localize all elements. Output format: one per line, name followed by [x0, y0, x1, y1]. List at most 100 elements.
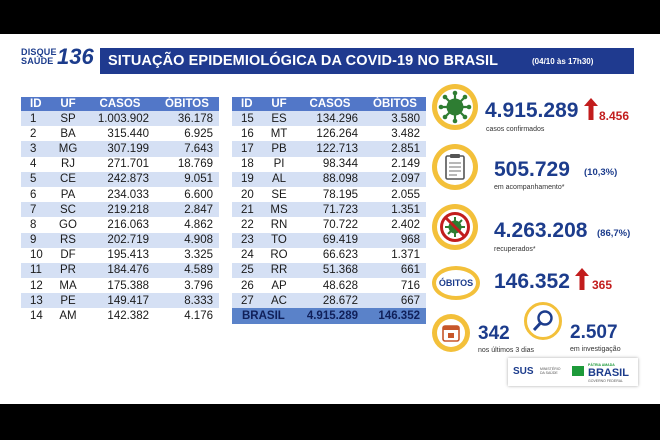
table-row: 4 RJ 271.701 18.769 — [21, 156, 219, 172]
cell-casos: 216.063 — [85, 217, 155, 233]
cell-uf: AL — [262, 171, 296, 187]
cell-id: 13 — [21, 293, 51, 309]
col-casos-header: CASOS — [85, 97, 155, 111]
sus-logo: SUS — [513, 366, 534, 377]
cell-obitos: 4.862 — [155, 217, 219, 233]
cell-uf: SC — [51, 202, 85, 218]
table-row: 6 PA 234.033 6.600 — [21, 186, 219, 203]
cell-obitos: 716 — [364, 278, 426, 294]
page-title: SITUAÇÃO EPIDEMIOLÓGICA DA COVID-19 NO B… — [108, 53, 499, 69]
table-row: 22 RN 70.722 2.402 — [232, 217, 426, 233]
investigation-value: 2.507 — [570, 322, 618, 343]
confirmed-value: 4.915.289 — [485, 99, 579, 122]
states-table-left: ID UF CASOS ÓBITOS 1 SP 1.003.902 36.178 2 BA… — [21, 97, 219, 324]
cell-obitos: 667 — [364, 293, 426, 309]
cell-casos: 88.098 — [296, 171, 364, 187]
cell-obitos: 2.055 — [364, 186, 426, 203]
cell-id: 11 — [21, 262, 51, 279]
recovered-value: 4.263.208 — [494, 219, 588, 242]
cell-casos: 219.218 — [85, 202, 155, 218]
table-row: 18 PI 98.344 2.149 — [232, 156, 426, 172]
cell-id: 18 — [232, 156, 262, 172]
cell-casos: 126.264 — [296, 126, 364, 142]
cell-id: 20 — [232, 186, 262, 203]
cell-obitos: 3.580 — [364, 111, 426, 127]
monitoring-label: em acompanhamento* — [494, 184, 565, 191]
cell-id: 26 — [232, 278, 262, 294]
table-row: 5 CE 242.873 9.051 — [21, 171, 219, 187]
cell-uf: MS — [262, 202, 296, 218]
cell-casos: 66.623 — [296, 247, 364, 263]
cell-obitos: 2.851 — [364, 141, 426, 157]
cell-uf: PI — [262, 156, 296, 172]
recovered-label: recuperados* — [494, 246, 536, 253]
table-row: 26 AP 48.628 716 — [232, 278, 426, 294]
total-label: BRASIL — [232, 308, 296, 324]
report-date: (04/10 às 17h30) — [532, 57, 594, 66]
cell-uf: PB — [262, 141, 296, 157]
cell-id: 1 — [21, 111, 51, 127]
calendar-icon — [432, 314, 470, 352]
cell-uf: ES — [262, 111, 296, 127]
deaths-value: 146.352 — [494, 270, 570, 293]
governo-federal-text: GOVERNO FEDERAL — [588, 379, 624, 383]
cell-id: 19 — [232, 171, 262, 187]
cell-id: 8 — [21, 217, 51, 233]
cell-obitos: 18.769 — [155, 156, 219, 172]
cell-uf: RR — [262, 262, 296, 279]
confirmed-label: casos confirmados — [486, 126, 545, 133]
table-row: 23 TO 69.419 968 — [232, 232, 426, 248]
table-row: 7 SC 219.218 2.847 — [21, 202, 219, 218]
obitos-badge: ÓBITOS — [432, 266, 480, 300]
cell-id: 24 — [232, 247, 262, 263]
table-row: 8 GO 216.063 4.862 — [21, 217, 219, 233]
table-row: 15 ES 134.296 3.580 — [232, 111, 426, 127]
cell-obitos: 2.149 — [364, 156, 426, 172]
states-table-right: ID UF CASOS ÓBITOS 15 ES 134.296 3.580 16 MT 1… — [232, 97, 426, 324]
cell-obitos: 1.351 — [364, 202, 426, 218]
cell-id: 16 — [232, 126, 262, 142]
cell-casos: 307.199 — [85, 141, 155, 157]
cell-uf: AC — [262, 293, 296, 309]
disque-saude-logo: DISQUE SAÚDE 136 — [21, 46, 97, 68]
cell-casos: 48.628 — [296, 278, 364, 294]
cell-casos: 51.368 — [296, 262, 364, 279]
confirmed-delta: 8.456 — [599, 109, 630, 123]
cell-uf: MT — [262, 126, 296, 142]
total-obitos: 146.352 — [364, 308, 426, 324]
cell-uf: RO — [262, 247, 296, 263]
cell-uf: PA — [51, 186, 85, 203]
cell-uf: DF — [51, 247, 85, 263]
cell-id: 3 — [21, 141, 51, 157]
total-row: BRASIL 4.915.289 146.352 — [232, 308, 426, 324]
flag-icon — [572, 366, 584, 376]
cell-id: 17 — [232, 141, 262, 157]
cell-casos: 98.344 — [296, 156, 364, 172]
cell-id: 23 — [232, 232, 262, 248]
cell-id: 25 — [232, 262, 262, 279]
cell-id: 4 — [21, 156, 51, 172]
arrow-up-icon — [584, 98, 598, 120]
arrow-up-icon — [575, 268, 589, 290]
cell-obitos: 9.051 — [155, 171, 219, 187]
recent-label: nos últimos 3 dias — [478, 347, 535, 354]
table-row: 10 DF 195.413 3.325 — [21, 247, 219, 263]
cell-uf: CE — [51, 171, 85, 187]
cell-uf: MA — [51, 278, 85, 294]
cell-obitos: 3.796 — [155, 278, 219, 294]
cell-obitos: 4.589 — [155, 262, 219, 279]
cell-casos: 202.719 — [85, 232, 155, 248]
clipboard-icon — [432, 144, 478, 190]
ministry-logo: MINISTÉRIO DA SAÚDE — [540, 367, 561, 375]
table-row: 27 AC 28.672 667 — [232, 293, 426, 309]
cell-obitos: 2.097 — [364, 171, 426, 187]
table-row: 1 SP 1.003.902 36.178 — [21, 111, 219, 127]
table-row: 11 PR 184.476 4.589 — [21, 262, 219, 279]
patria-amada-text: PÁTRIA AMADA — [588, 363, 615, 367]
cell-casos: 71.723 — [296, 202, 364, 218]
logo-number: 136 — [57, 44, 94, 69]
cell-uf: GO — [51, 217, 85, 233]
cell-id: 5 — [21, 171, 51, 187]
cell-casos: 149.417 — [85, 293, 155, 309]
cell-id: 27 — [232, 293, 262, 309]
